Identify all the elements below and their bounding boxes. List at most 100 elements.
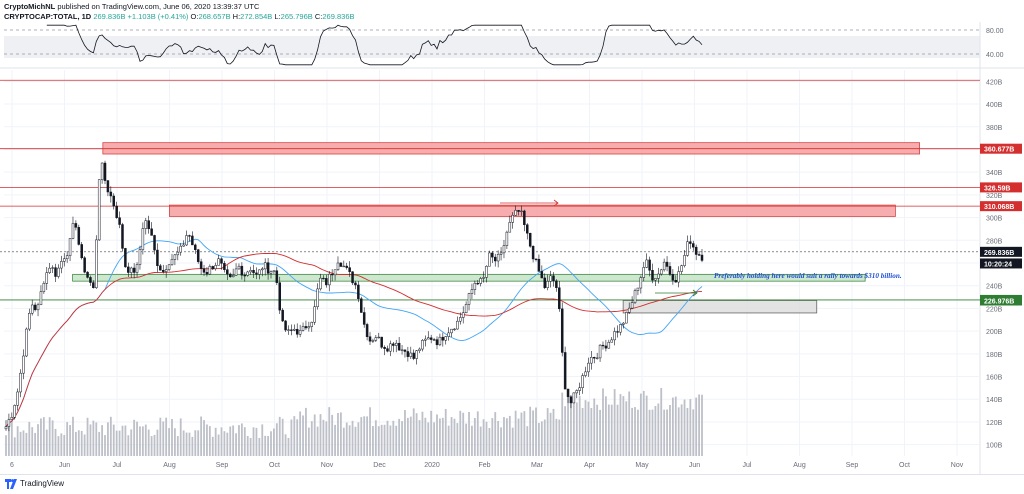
candle-body	[199, 261, 203, 269]
candle-body	[456, 320, 459, 330]
volume-bar	[645, 395, 648, 456]
volume-bar	[517, 418, 520, 456]
volume-bar	[66, 422, 69, 456]
candle-body	[491, 252, 494, 258]
volume-bar	[293, 416, 296, 456]
volume-bar	[118, 430, 121, 456]
high-value: 272.854B	[240, 12, 273, 21]
volume-bar	[124, 425, 127, 456]
candle-body	[622, 322, 625, 325]
volume-bar	[433, 422, 435, 456]
candle-body	[389, 343, 392, 352]
volume-bar	[564, 406, 567, 456]
candle-body	[482, 277, 485, 279]
volume-bar	[290, 419, 293, 456]
candle-body	[307, 326, 311, 329]
volume-bar	[567, 392, 569, 456]
candle-body	[671, 274, 675, 281]
candle-body	[92, 282, 95, 289]
candle-body	[77, 227, 81, 245]
candle-body	[639, 277, 643, 289]
volume-bar	[575, 402, 578, 456]
candle-body	[493, 256, 497, 262]
candle-body	[473, 282, 477, 290]
candle-body	[386, 348, 389, 352]
volume-bar	[642, 390, 645, 456]
volume-bar	[235, 433, 237, 456]
volume-bar	[310, 421, 313, 456]
volume-bar	[552, 408, 555, 456]
ma-red-line	[5, 253, 703, 427]
volume-bar	[369, 407, 371, 456]
candle-body	[645, 259, 648, 268]
candle-body	[520, 210, 523, 213]
candle-body	[429, 337, 433, 340]
candle-body	[231, 275, 235, 278]
volume-bar	[197, 430, 200, 456]
volume-bar	[305, 407, 307, 456]
candle-body	[42, 283, 46, 292]
volume-bar	[141, 426, 144, 456]
volume-bar	[386, 420, 389, 456]
candle-body	[220, 258, 223, 264]
candle-body	[240, 265, 244, 276]
candle-body	[406, 351, 410, 357]
candle-body	[668, 266, 672, 275]
candle-body	[290, 329, 293, 331]
arrow-up-annotation	[500, 199, 559, 207]
volume-bar	[334, 424, 336, 456]
y-tick-label: 300B	[986, 216, 1003, 223]
volume-bar	[156, 429, 159, 456]
candle-body	[627, 307, 631, 313]
author-name[interactable]: CryptoMichNL	[4, 2, 56, 11]
candle-body	[188, 235, 191, 237]
candle-body	[278, 282, 281, 311]
volume-bar	[570, 397, 572, 456]
candle-body	[648, 259, 651, 271]
y-tick-label: 240B	[986, 284, 1003, 291]
volume-bar	[98, 431, 101, 456]
candle-body	[68, 238, 72, 256]
volume-bar	[680, 404, 683, 456]
candle-body	[383, 346, 386, 349]
candle-body	[619, 324, 622, 333]
volume-bar	[404, 410, 406, 456]
volume-bar	[607, 404, 610, 456]
candle-body	[595, 357, 599, 359]
footer-bar: TradingView	[0, 474, 1024, 494]
tradingview-logo-icon[interactable]	[5, 479, 17, 489]
candle-body	[511, 215, 514, 223]
volume-bar	[104, 435, 106, 456]
volume-bar	[345, 422, 348, 456]
volume-bar	[415, 413, 418, 456]
volume-bar	[392, 420, 395, 456]
volume-bar	[255, 427, 258, 456]
candle-body	[415, 350, 418, 359]
candle-body	[607, 341, 611, 349]
volume-bar	[488, 427, 491, 456]
candle-body	[4, 426, 8, 430]
volume-bar	[83, 434, 86, 456]
volume-bar	[418, 420, 421, 456]
candle-body	[170, 259, 174, 266]
volume-bar	[80, 430, 83, 456]
candle-body	[45, 272, 49, 284]
candle-body	[581, 375, 584, 388]
candle-body	[409, 352, 413, 357]
volume-bar	[520, 412, 523, 456]
volume-bar	[60, 433, 63, 456]
volume-bar	[86, 417, 89, 456]
last-price: 269.836B	[93, 12, 126, 21]
volume-bar	[473, 418, 476, 456]
volume-bar	[258, 437, 261, 456]
chart-header: CryptoMichNL published on TradingView.co…	[0, 0, 1024, 22]
volume-bar	[421, 411, 424, 456]
volume-bar	[395, 425, 398, 456]
volume-bar	[701, 394, 703, 456]
candle-body	[228, 273, 232, 278]
volume-bar	[663, 409, 666, 456]
candle-body	[86, 271, 89, 278]
volume-bar	[188, 432, 191, 456]
tradingview-brand[interactable]: TradingView	[20, 479, 65, 488]
